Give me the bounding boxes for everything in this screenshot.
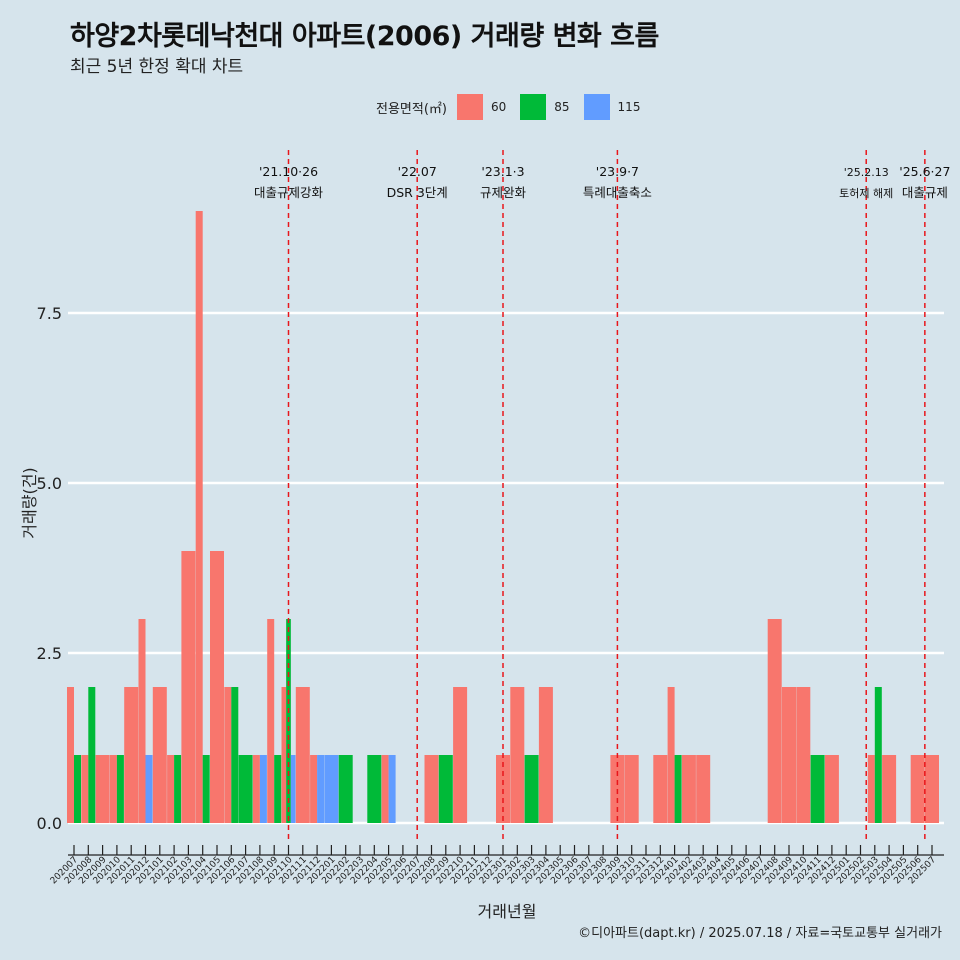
bar-60-202009 [95,755,110,823]
bar-60-202108 [252,755,260,823]
bar-85-202503 [874,687,882,823]
bar-60-202312 [653,755,668,823]
bar-85-202411 [810,755,825,823]
bar-60-202208 [424,755,439,823]
bar-60-202507 [925,755,939,823]
bar-85-202303 [524,755,539,823]
bar-85-202010 [116,755,124,823]
bar-85-202102 [174,755,182,823]
legend-item-115: 115 [583,94,647,120]
bar-115-202110 [290,755,296,823]
legend-title: 전용면적(㎡) [376,101,447,117]
bar-85-202008 [88,687,96,823]
y-tick-label: 7.5 [37,304,62,323]
bar-60-202010 [109,755,117,823]
bar-60-202007 [67,687,74,823]
bar-85-202007 [74,755,81,823]
legend-label-60: 60 [490,100,507,114]
bar-60-202304 [538,687,553,823]
event-name-label: DSR 3단계 [387,185,448,200]
event-name-label: 토허제 해제 [839,186,893,200]
bar-60-202506 [910,755,925,823]
bar-60-202106 [224,687,232,823]
bar-115-202108 [259,755,267,823]
y-tick-label: 2.5 [37,644,62,663]
legend-swatch-60 [456,94,483,120]
bar-60-202110 [281,687,287,823]
event-date-label: '25.6·27 [899,164,950,179]
event-name-label: 대출규제 [902,185,948,200]
bar-60-202111 [295,687,310,823]
bar-85-202209 [438,755,453,823]
event-date-label: '23.9·7 [596,164,639,179]
y-axis-label: 거래량(건) [20,467,39,539]
bar-115-202012 [145,755,153,823]
bar-115-202205 [388,755,396,823]
legend-swatch-115 [583,94,610,120]
bar-60-202310 [624,755,639,823]
source-caption: ©디아파트(dapt.kr) / 2025.07.18 / 자료=국토교통부 실… [578,926,942,941]
bar-60-202412 [824,755,839,823]
bar-60-202008 [81,755,89,823]
bar-85-202107 [238,755,253,823]
bar-60-202504 [882,755,897,823]
x-axis-label: 거래년월 [477,902,537,921]
bar-85-202104 [202,755,210,823]
event-name-label: 특례대출축소 [583,185,652,200]
bar-60-202401 [667,687,675,823]
bar-60-202109 [267,619,275,823]
legend: 전용면적(㎡) 60 85 115 [376,93,654,121]
bar-60-202101 [152,687,167,823]
bar-85-202202 [338,755,353,823]
bar-85-202109 [274,755,282,823]
legend-item-60: 60 [456,94,512,120]
bar-60-202012 [138,619,146,823]
bar-60-202105 [210,551,224,823]
bar-115-202112 [317,755,325,823]
bar-85-202106 [231,687,239,823]
event-date-label: '21.10·26 [259,164,318,179]
bar-115-202201 [324,755,339,823]
bar-85-202204 [367,755,382,823]
bar-60-202302 [510,687,525,823]
chart-subtitle: 최근 5년 한정 확대 차트 [70,57,244,77]
event-date-label: '23.1·3 [481,164,524,179]
chart-title: 하양2차롯데낙천대 아파트(2006) 거래량 변화 흐름 [70,21,659,52]
bar-85-202401 [674,755,682,823]
y-tick-label: 5.0 [37,474,62,493]
bar-60-202402 [681,755,696,823]
bar-60-202409 [782,687,796,823]
bar-60-202103 [181,551,196,823]
bar-60-202210 [453,687,468,823]
bar-60-202205 [381,755,389,823]
bar-60-202403 [696,755,711,823]
bar-60-202104 [195,211,203,823]
legend-item-85: 85 [520,94,575,120]
bar-60-202410 [796,687,811,823]
event-date-label: '22.07 [398,164,437,179]
event-date-label: '25.2.13 [844,166,889,179]
legend-swatch-85 [520,94,547,120]
legend-label-85: 85 [554,100,570,114]
y-tick-label: 0.0 [37,814,62,833]
bar-60-202503 [867,755,875,823]
legend-label-115: 115 [617,100,641,114]
event-name-label: 규제완화 [480,185,527,200]
bar-60-202408 [767,619,782,823]
bar-60-202112 [310,755,318,823]
bar-60-202102 [167,755,175,823]
event-name-label: 대출규제강화 [254,185,324,200]
bar-60-202011 [124,687,139,823]
